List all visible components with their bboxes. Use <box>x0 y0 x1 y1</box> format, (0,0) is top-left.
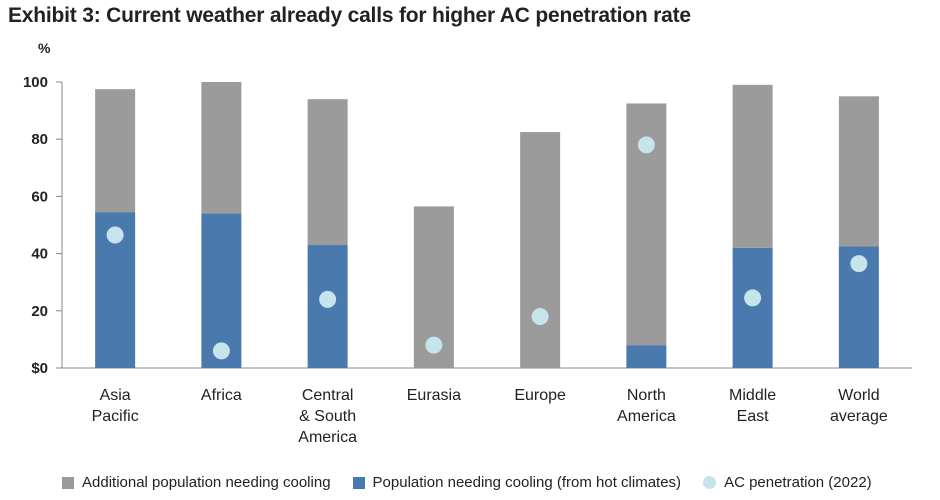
ac-penetration-point <box>319 290 337 308</box>
legend-label-ac: AC penetration (2022) <box>724 474 872 491</box>
legend-item-hot: Population needing cooling (from hot cli… <box>352 474 682 491</box>
y-tick-label: 80 <box>31 131 48 148</box>
x-category-label-line: Eurasia <box>407 387 461 404</box>
bar-additional <box>838 96 879 247</box>
x-category-label-line: Africa <box>201 387 242 404</box>
x-category-label-line: East <box>737 408 770 425</box>
x-category-label: Africa <box>201 387 242 404</box>
legend: Additional population needing cooling Po… <box>62 474 894 491</box>
ac-penetration-point <box>850 255 868 273</box>
x-category-label: North America <box>617 387 676 425</box>
ac-penetration-point <box>744 289 762 307</box>
bar-additional <box>307 99 348 246</box>
ac-penetration-point <box>637 136 655 154</box>
x-category-label: Central & South America <box>298 387 357 446</box>
x-category-label: Asia Pacific <box>92 387 139 425</box>
y-tick-label: $0 <box>31 360 48 377</box>
x-category-label-line: Pacific <box>92 408 139 425</box>
x-category-label-line: Asia <box>100 387 131 404</box>
ac-penetration-dots <box>106 136 868 360</box>
ac-penetration-point <box>425 336 443 354</box>
legend-label-additional: Additional population needing cooling <box>82 474 331 491</box>
x-category-label: Europe <box>514 387 566 404</box>
bar-hot-climates <box>201 213 242 368</box>
y-tick-label: 20 <box>31 303 48 320</box>
ac-penetration-point <box>106 226 124 244</box>
ac-penetration-point <box>212 342 230 360</box>
x-category-label: Eurasia <box>407 387 461 404</box>
legend-label-hot: Population needing cooling (from hot cli… <box>372 474 682 491</box>
legend-item-additional: Additional population needing cooling <box>62 474 331 491</box>
x-category-label-line: America <box>298 429 357 446</box>
y-tick-label: 40 <box>31 246 48 263</box>
legend-item-ac: AC penetration (2022) <box>703 474 872 491</box>
legend-swatch-hot <box>352 476 365 489</box>
x-category-label-line: Central <box>302 387 354 404</box>
bar-hot-climates <box>626 345 667 368</box>
x-category-label: Middle East <box>729 387 776 425</box>
bar-additional <box>95 89 136 213</box>
bar-hot-climates <box>732 247 773 368</box>
y-axis: $0 20 40 60 80 100 <box>23 74 912 377</box>
x-category-label-line: & South <box>299 408 356 425</box>
legend-swatch-additional <box>62 476 74 489</box>
x-category-label-line: average <box>830 408 888 425</box>
legend-swatch-ac <box>703 476 717 489</box>
bar-additional <box>201 82 242 214</box>
x-category-label-line: Middle <box>729 387 776 404</box>
bars <box>95 82 879 368</box>
y-tick-label: 60 <box>31 188 48 205</box>
x-category-label-line: World <box>838 387 880 404</box>
x-category-label-line: Europe <box>514 387 566 404</box>
chart-title: Exhibit 3: Current weather already calls… <box>8 4 691 27</box>
bar-additional <box>732 84 773 248</box>
x-category-label: World average <box>830 387 888 425</box>
x-category-label-line: America <box>617 408 676 425</box>
category-labels: Asia Pacific Africa Central & South America Eu… <box>92 387 888 446</box>
stacked-bar-chart: % $0 20 40 60 80 100 Asia Pacific Africa Central… <box>23 40 912 446</box>
y-tick-label: 100 <box>23 74 48 91</box>
ac-penetration-point <box>531 308 549 326</box>
bar-additional <box>520 132 561 368</box>
x-category-label-line: North <box>627 387 666 404</box>
y-axis-unit-label: % <box>38 40 51 56</box>
